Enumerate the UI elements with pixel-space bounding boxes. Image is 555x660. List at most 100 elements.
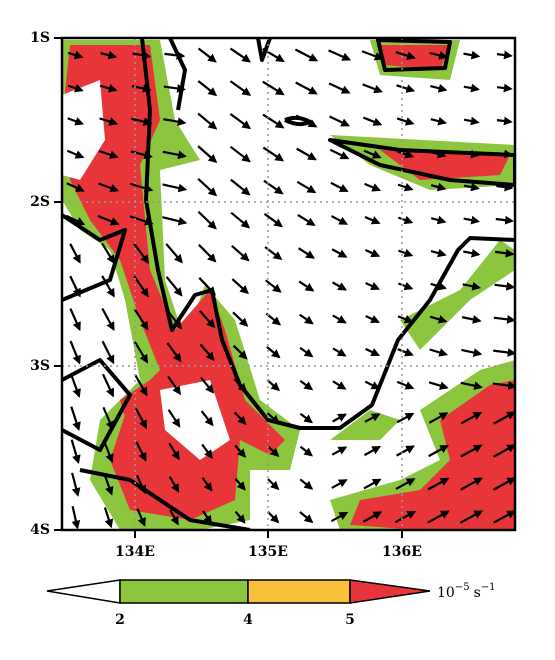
y-tick-label: 1S [30, 30, 50, 46]
wind-arrow [263, 179, 284, 195]
unit-symbol-exponent: −1 [481, 582, 496, 593]
unit-base: 10 [437, 585, 455, 601]
wind-arrow [65, 214, 86, 226]
wind-arrow [231, 244, 250, 262]
wind-arrow [162, 150, 187, 160]
wind-arrow [427, 477, 450, 491]
wind-arrow [103, 473, 114, 496]
wind-arrow [463, 215, 481, 225]
wind-arrow [492, 381, 515, 390]
y-tick-label: 2S [30, 194, 50, 210]
wind-arrow [494, 281, 515, 291]
wind-arrow [101, 275, 115, 298]
wind-arrow [233, 378, 248, 393]
wind-arrow [296, 180, 317, 194]
wind-arrow [197, 145, 218, 164]
wind-arrow [364, 380, 381, 390]
wind-arrow [362, 83, 383, 94]
wind-arrow [331, 248, 348, 258]
wind-arrow [263, 212, 283, 228]
wind-arrow [396, 84, 416, 93]
wind-arrow [69, 340, 81, 365]
wind-arrow [363, 478, 382, 490]
wind-arrow [496, 182, 514, 192]
wind-arrow [201, 477, 213, 492]
wind-arrow [232, 311, 249, 327]
wind-arrow [396, 412, 415, 424]
y-axis [54, 37, 62, 531]
wind-arrow [461, 348, 483, 357]
wind-arrow [232, 344, 248, 360]
wind-arrow [429, 348, 449, 357]
x-tick-label: 136E [382, 544, 422, 560]
wind-arrow [197, 210, 217, 230]
wind-arrow [332, 314, 347, 324]
wind-arrow [233, 411, 247, 426]
wind-arrow [461, 315, 482, 324]
wind-arrow [463, 182, 480, 192]
wind-arrow [136, 508, 146, 527]
wind-arrow [197, 80, 218, 97]
wind-arrow [266, 346, 281, 359]
wind-arrow [201, 443, 213, 459]
wind-arrow [299, 412, 313, 424]
wind-arrow [229, 80, 252, 96]
wind-arrow [101, 373, 115, 398]
wind-arrow [394, 510, 417, 524]
wind-arrow [430, 248, 447, 258]
wind-arrow [102, 406, 114, 431]
clear-region [160, 380, 230, 460]
wind-arrow [103, 507, 114, 529]
wind-arrow [299, 379, 314, 391]
wind-arrow [460, 477, 483, 491]
wind-arrow [130, 182, 154, 193]
wind-arrow [133, 242, 150, 264]
wind-arrow [428, 381, 449, 390]
wind-arrow [460, 444, 483, 458]
unit-exponent: −5 [455, 582, 470, 593]
wind-arrow [495, 248, 515, 258]
wind-arrow [493, 411, 515, 425]
wind-arrow [396, 445, 415, 457]
wind-arrow [328, 49, 352, 61]
wind-arrow [332, 413, 347, 423]
wind-arrow [71, 506, 81, 530]
wind-arrow [397, 215, 414, 225]
wind-arrow [165, 276, 183, 297]
x-axis [134, 530, 403, 538]
wind-arrow [428, 412, 449, 424]
wind-arrow [329, 115, 350, 127]
wind-arrow [166, 342, 182, 363]
wind-arrow [168, 442, 180, 461]
wind-arrow [463, 248, 481, 258]
wind-arrow [463, 116, 480, 126]
wind-arrow [230, 211, 251, 229]
wind-arrow [495, 215, 514, 225]
wind-arrow [295, 114, 318, 128]
wind-arrow [430, 182, 447, 192]
wind-arrow [166, 309, 183, 330]
wind-arrow [132, 50, 152, 60]
wind-arrow [164, 50, 186, 60]
colorbar-segment [119, 579, 249, 604]
map-frame [60, 36, 517, 532]
wind-arrow [299, 478, 314, 490]
wind-arrow [267, 511, 280, 524]
wind-arrow [197, 112, 218, 130]
wind-arrow [330, 511, 349, 523]
wind-arrow [133, 341, 149, 364]
wind-arrow [496, 116, 513, 126]
wind-arrow [202, 510, 213, 525]
wind-arrow [101, 307, 115, 332]
wind-arrow [397, 315, 414, 324]
wind-arrow [364, 413, 381, 423]
wind-arrow [362, 511, 383, 523]
wind-arrow [297, 247, 315, 259]
wind-arrow [362, 116, 383, 126]
wind-arrow [492, 477, 515, 491]
wind-arrow [364, 215, 381, 225]
x-tick-label: 135E [248, 544, 288, 560]
wind-arrow [130, 150, 153, 160]
wind-arrow [328, 82, 351, 94]
